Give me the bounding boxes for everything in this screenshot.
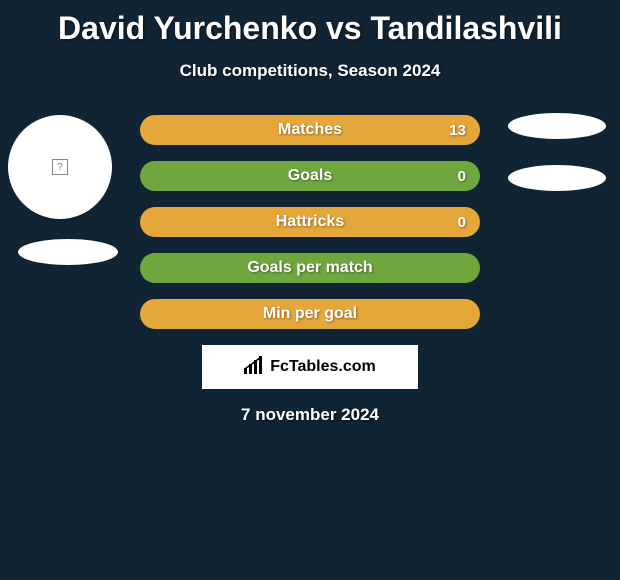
stat-row-min-per-goal: Min per goal (140, 299, 480, 329)
player-right (508, 113, 606, 217)
stat-label: Matches (278, 121, 342, 139)
avatar-left: ? (8, 115, 112, 219)
player-right-bubble-2 (508, 165, 606, 191)
signal-bars-icon (244, 356, 266, 378)
comparison-panel: ? Matches 13 Goals 0 Hattricks 0 Goals p… (0, 115, 620, 425)
stat-row-hattricks: Hattricks 0 (140, 207, 480, 237)
stat-row-goals-per-match: Goals per match (140, 253, 480, 283)
stat-label: Min per goal (263, 305, 357, 323)
brand-badge[interactable]: FcTables.com (202, 345, 418, 389)
stat-value-right: 0 (458, 214, 466, 231)
stat-label: Goals (288, 167, 332, 185)
avatar-shadow-left (18, 239, 118, 265)
player-left: ? (8, 115, 118, 265)
stat-value-right: 0 (458, 168, 466, 185)
stat-row-goals: Goals 0 (140, 161, 480, 191)
stat-value-right: 13 (449, 122, 466, 139)
stat-label: Hattricks (276, 213, 344, 231)
stats-list: Matches 13 Goals 0 Hattricks 0 Goals per… (140, 115, 480, 329)
page-title: David Yurchenko vs Tandilashvili (0, 0, 620, 47)
date-label: 7 november 2024 (0, 405, 620, 425)
page-subtitle: Club competitions, Season 2024 (0, 61, 620, 81)
stat-label: Goals per match (247, 259, 372, 277)
brand-text: FcTables.com (270, 358, 376, 376)
avatar-placeholder-icon: ? (52, 159, 68, 175)
player-right-bubble-1 (508, 113, 606, 139)
stat-row-matches: Matches 13 (140, 115, 480, 145)
